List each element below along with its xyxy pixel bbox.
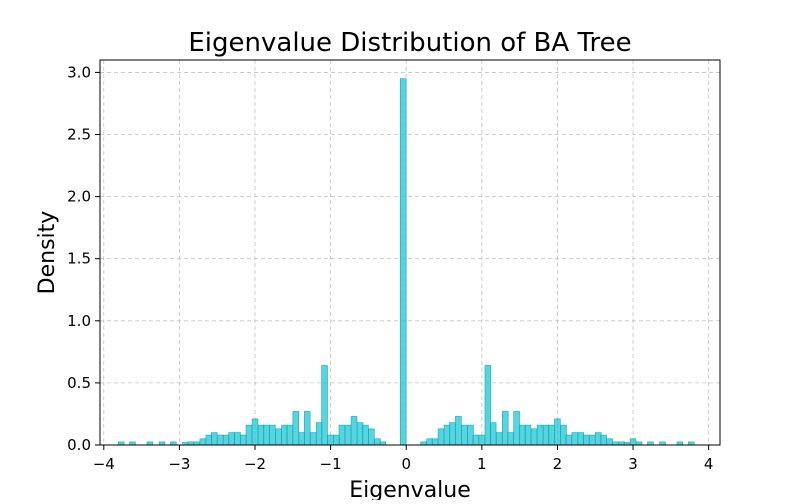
histogram-bar — [548, 424, 555, 446]
histogram-bar — [210, 432, 218, 446]
histogram-bar — [437, 428, 445, 446]
histogram-bar — [461, 424, 468, 446]
plot-frame — [99, 59, 721, 446]
histogram-bar — [350, 416, 358, 446]
histogram-bar — [356, 422, 364, 446]
axis-ticks: −4 −3 −2 −1 0 1 2 3 4 0.0 0.5 1.0 1.5 2.0 2.5 3.0 — [67, 63, 713, 473]
histogram-bar — [310, 432, 317, 446]
y-tick-label: 1.0 — [67, 312, 91, 330]
histogram-bar — [245, 424, 253, 446]
histogram-bar — [478, 434, 486, 446]
histogram-bar — [223, 434, 230, 446]
y-tick-label: 2.5 — [67, 126, 91, 144]
histogram-bar — [321, 365, 328, 446]
histogram-bar — [560, 424, 567, 446]
histogram-bar — [455, 416, 462, 446]
y-tick-label: 1.5 — [67, 250, 91, 268]
histogram-bar — [554, 418, 561, 446]
histogram-bar — [275, 428, 282, 446]
chart-title: Eigenvalue Distribution of BA Tree — [188, 28, 631, 58]
histogram-bar — [577, 432, 585, 446]
y-tick-label: 3.0 — [67, 63, 91, 81]
x-axis-label: Eigenvalue — [349, 478, 471, 500]
histogram-bar — [344, 424, 352, 446]
x-tick-label: 2 — [553, 455, 563, 473]
x-tick-label: −3 — [168, 455, 190, 473]
histogram-bar — [303, 411, 311, 446]
histogram-bar — [467, 424, 474, 446]
histogram-bar — [269, 424, 276, 446]
histogram-bar — [426, 438, 433, 446]
y-axis-label: Density — [35, 211, 60, 295]
histogram-bar — [629, 438, 637, 446]
histogram-bar — [316, 422, 323, 446]
histogram-bar — [263, 424, 270, 446]
histogram-bar — [449, 422, 456, 446]
histogram-bar — [489, 422, 497, 446]
histogram-bar — [472, 434, 479, 446]
histogram-bar — [234, 432, 241, 446]
histogram-bar — [496, 432, 503, 446]
histogram-bar — [513, 411, 520, 446]
histogram-bar — [565, 434, 572, 446]
histogram-bar — [542, 424, 550, 446]
x-tick-label: 3 — [628, 455, 638, 473]
histogram-bar — [251, 418, 259, 446]
histogram-bar — [589, 434, 596, 446]
x-tick-label: −4 — [93, 455, 115, 473]
histogram-bar — [571, 432, 579, 446]
histogram-bar — [292, 411, 300, 446]
histogram-bar — [240, 434, 247, 446]
histogram-bar — [399, 78, 407, 446]
histogram-bar — [484, 365, 492, 446]
x-tick-label: 4 — [704, 455, 714, 473]
histogram-bar — [431, 438, 439, 446]
histogram-bar — [530, 428, 538, 446]
histogram-bar — [374, 438, 381, 446]
histogram-bar — [536, 424, 544, 446]
x-tick-label: −1 — [320, 455, 342, 473]
histogram-bar — [443, 424, 451, 446]
histogram-bar — [368, 428, 375, 446]
histogram-bar — [281, 424, 288, 446]
histogram-bar — [333, 434, 340, 446]
histogram-bar — [338, 424, 346, 446]
x-tick-label: 0 — [401, 455, 411, 473]
histogram-bar — [257, 424, 265, 446]
histogram-bar — [600, 434, 607, 446]
histogram-bar — [595, 432, 602, 446]
histogram-bar — [199, 438, 207, 446]
histogram-bar — [298, 432, 306, 446]
histogram-bar — [507, 432, 514, 446]
histogram-bar — [502, 411, 509, 446]
histogram-bar — [524, 424, 532, 446]
x-tick-label: −2 — [244, 455, 266, 473]
y-tick-label: 0.5 — [67, 374, 91, 392]
histogram-bar — [205, 434, 213, 446]
histogram-bar — [582, 434, 590, 446]
histogram-bar — [286, 424, 293, 446]
x-tick-label: 1 — [477, 455, 487, 473]
histogram-bar — [362, 424, 369, 446]
histogram-bar — [217, 434, 224, 446]
histogram-bar — [606, 438, 613, 446]
histogram-bar — [228, 432, 235, 446]
histogram-bar — [519, 424, 526, 446]
y-tick-label: 2.0 — [67, 188, 91, 206]
y-tick-label: 0.0 — [67, 436, 91, 454]
histogram-bar — [327, 434, 334, 446]
